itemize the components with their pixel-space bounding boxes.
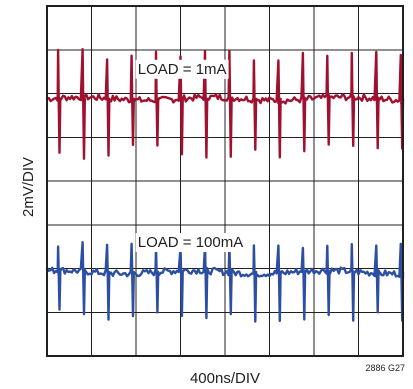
x-axis-label: 400ns/DIV — [190, 370, 260, 387]
figure-code: 2886 G27 — [365, 363, 405, 373]
traces — [45, 48, 405, 323]
trace-series-2 — [45, 241, 405, 323]
trace-label-2: LOAD = 100mA — [138, 234, 243, 251]
trace-label-background — [135, 233, 246, 252]
grid — [47, 6, 403, 356]
trace-labels: LOAD = 1mA LOAD = 100mA — [135, 59, 246, 252]
trace-label-1: LOAD = 1mA — [138, 61, 227, 78]
trace-series-1 — [45, 48, 405, 160]
trace-label-background — [135, 59, 229, 79]
plot-frame — [46, 5, 404, 357]
y-axis-label: 2mV/DIV — [20, 157, 37, 217]
